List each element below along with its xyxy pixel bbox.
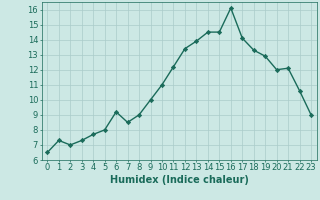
X-axis label: Humidex (Indice chaleur): Humidex (Indice chaleur) <box>110 175 249 185</box>
